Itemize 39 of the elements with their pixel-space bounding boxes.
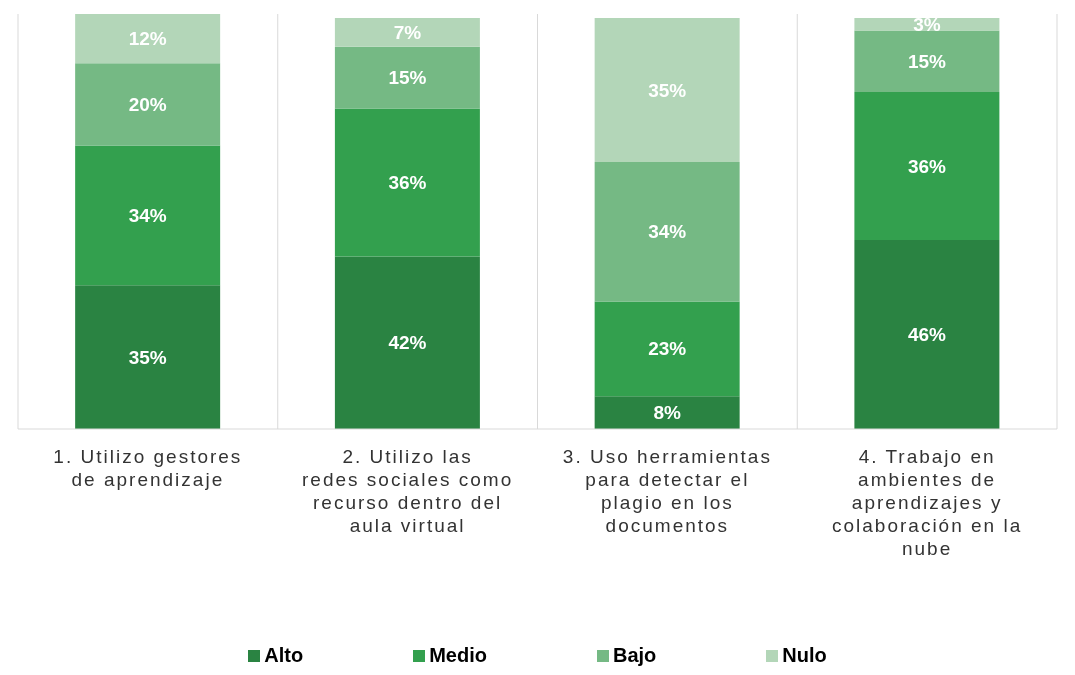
bar: [334, 256, 480, 429]
x-tick-label: 1. Utilizo gestores de aprendizaje: [53, 446, 243, 490]
bar: [75, 285, 221, 429]
bar: [334, 18, 480, 47]
data-label: 34%: [128, 204, 167, 226]
x-tick-label: 4. Trabajo en ambientes de aprendizajes y colaboración en la nube: [832, 446, 1023, 559]
bar: [594, 18, 740, 162]
bar: [334, 46, 480, 109]
bar: [854, 30, 1000, 93]
bar: [75, 145, 221, 286]
legend-label: Alto: [264, 644, 304, 667]
data-label: 35%: [128, 346, 167, 368]
data-label: 7%: [393, 21, 422, 43]
legend-label: Nulo: [782, 644, 827, 667]
data-label: 36%: [907, 155, 947, 177]
data-label: 34%: [648, 221, 687, 243]
data-label: 36%: [388, 171, 427, 193]
bar: [334, 108, 480, 257]
bar: [854, 239, 1000, 429]
bar: [594, 161, 740, 302]
data-label: 15%: [388, 67, 427, 89]
data-label: 35%: [648, 79, 687, 101]
legend-label: Bajo: [612, 644, 657, 667]
data-label: 42%: [388, 332, 427, 354]
data-label: 15%: [907, 50, 947, 72]
bar: [594, 396, 740, 429]
data-label: 3%: [913, 13, 941, 35]
data-label: 12%: [128, 28, 167, 50]
legend-label: Medio: [429, 644, 487, 667]
data-label: 8%: [653, 402, 681, 424]
data-label: 23%: [648, 338, 687, 360]
bar: [75, 63, 221, 146]
x-tick-label: 2. Utilizo las redes sociales como recurso dentro del aula virtual: [302, 446, 514, 536]
bar: [594, 301, 740, 397]
x-tick-label: 3. Uso herramientas para detectar el plagio en los documentos: [562, 446, 772, 536]
data-label: 46%: [907, 324, 947, 345]
bar: [75, 14, 221, 64]
data-label: 20%: [128, 93, 167, 115]
bar: [854, 92, 1000, 240]
